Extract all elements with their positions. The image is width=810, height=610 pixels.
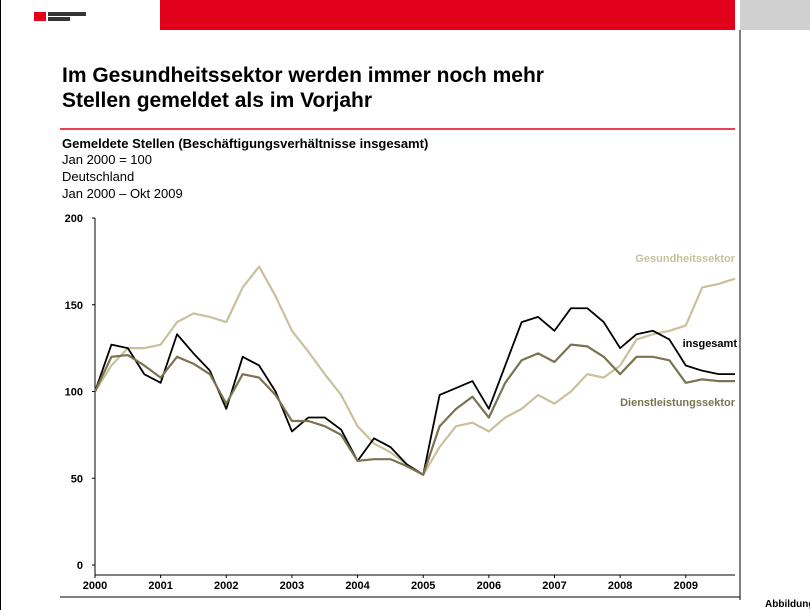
y-tick-label: 200 <box>65 213 83 225</box>
logo-text <box>48 17 70 21</box>
x-tick-label: 2009 <box>674 580 698 592</box>
x-tick-label: 2007 <box>542 580 566 592</box>
x-tick-label: 2004 <box>345 580 370 592</box>
note: Jan 2000 – Okt 2009 <box>62 186 183 201</box>
series-label: Dienstleistungssektor <box>620 397 736 409</box>
header-box <box>740 0 810 30</box>
x-tick-label: 2000 <box>83 580 107 592</box>
logo <box>34 12 86 21</box>
x-tick-label: 2008 <box>608 580 632 592</box>
logo-mark <box>34 12 46 21</box>
x-tick-label: 2006 <box>477 580 501 592</box>
series-line <box>94 343 735 476</box>
x-tick-label: 2003 <box>280 580 304 592</box>
x-tick-label: 2001 <box>148 580 172 592</box>
logo-text <box>48 12 86 16</box>
series-label: insgesamt <box>683 338 738 350</box>
footer: Abbildung <box>765 599 810 610</box>
series-line <box>94 265 736 476</box>
x-tick-label: 2005 <box>411 580 435 592</box>
series-label: Gesundheitssektor <box>635 253 735 265</box>
series-line <box>94 307 735 476</box>
y-tick-label: 100 <box>65 387 83 399</box>
x-tick-label: 2002 <box>214 580 238 592</box>
note: Deutschland <box>62 169 134 184</box>
header-bar <box>160 0 735 30</box>
y-tick-label: 50 <box>71 473 83 485</box>
subtitle: Gemeldete Stellen (Beschäftigungsverhält… <box>62 136 428 151</box>
y-tick-label: 0 <box>77 560 83 572</box>
y-tick-label: 150 <box>65 300 83 312</box>
title: Im Gesundheitssektor werden immer noch m… <box>62 64 544 87</box>
title: Stellen gemeldet als im Vorjahr <box>62 89 372 112</box>
note: Jan 2000 = 100 <box>62 152 152 167</box>
